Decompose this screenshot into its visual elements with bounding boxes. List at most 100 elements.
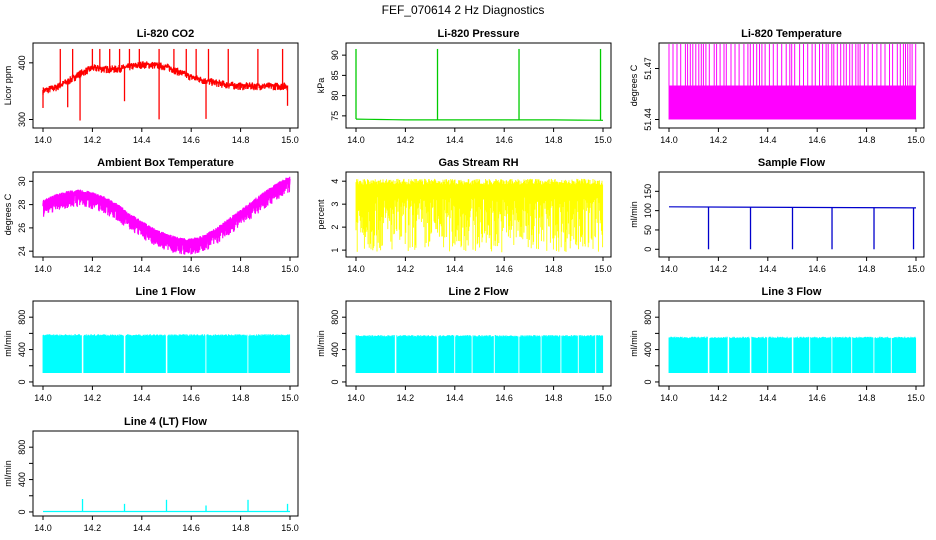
x-tick-label: 14.0 [347, 393, 365, 403]
y-tick-label: 85 [330, 70, 340, 80]
x-tick-label: 14.0 [660, 393, 678, 403]
y-axis-label: ml/min [629, 201, 639, 228]
data-band [668, 336, 917, 373]
x-tick-label: 14.2 [397, 135, 415, 145]
y-tick-label: 150 [643, 184, 653, 199]
y-tick-label: 0 [17, 509, 27, 514]
x-tick-label: 14.0 [660, 135, 678, 145]
plot-frame [658, 171, 925, 258]
chart-panel-8: Line 2 Flow 14.0 14.2 14.4 14.6 14.8 15.0 0 400 8… [316, 286, 612, 403]
x-tick-label: 15.0 [594, 135, 612, 145]
data-line [42, 176, 291, 255]
y-tick-label: 80 [330, 91, 340, 101]
figure-title: FEF_070614 2 Hz Diagnostics [382, 3, 545, 17]
x-tick-label: 15.0 [594, 264, 612, 274]
x-tick-label: 14.6 [808, 264, 826, 274]
x-tick-label: 14.6 [182, 264, 200, 274]
y-tick-label: 400 [17, 472, 27, 487]
x-tick-label: 14.8 [232, 393, 250, 403]
x-tick-label: 15.0 [907, 393, 925, 403]
x-tick-label: 14.2 [84, 523, 102, 533]
x-tick-label: 15.0 [281, 264, 299, 274]
chart-panel-5: Gas Stream RH 14.0 14.2 14.4 14.6 14.8 15.0 1 2 3… [316, 157, 612, 274]
y-tick-label: 400 [17, 55, 27, 70]
y-tick-label: 1 [330, 248, 340, 253]
chart-title: Li-820 CO2 [137, 28, 194, 40]
x-tick-label: 14.6 [808, 393, 826, 403]
y-tick-label: 800 [17, 310, 27, 325]
data-band [42, 334, 291, 373]
x-tick-label: 14.0 [347, 135, 365, 145]
x-tick-label: 14.4 [446, 135, 464, 145]
chart-panel-9: Line 3 Flow 14.0 14.2 14.4 14.6 14.8 15.0 0 400 8… [629, 286, 925, 403]
x-tick-label: 15.0 [907, 264, 925, 274]
y-axis-label: Licor ppm [3, 66, 13, 106]
y-axis-label: ml/min [316, 330, 326, 357]
y-tick-label: 90 [330, 50, 340, 60]
data-spikes [668, 44, 917, 86]
y-tick-label: 300 [17, 112, 27, 127]
y-tick-label: 0 [17, 379, 27, 384]
x-tick-label: 15.0 [594, 393, 612, 403]
y-tick-label: 800 [17, 440, 27, 455]
x-tick-label: 14.2 [710, 135, 728, 145]
x-tick-label: 14.4 [133, 135, 151, 145]
x-tick-label: 14.0 [347, 264, 365, 274]
chart-title: Ambient Box Temperature [97, 157, 234, 169]
x-tick-label: 14.4 [446, 264, 464, 274]
y-tick-label: 2 [330, 225, 340, 230]
x-tick-label: 14.2 [397, 393, 415, 403]
y-tick-label: 51.44 [643, 108, 653, 131]
x-tick-label: 14.6 [182, 135, 200, 145]
chart-panel-1: Li-820 CO2 14.0 14.2 14.4 14.6 14.8 15.0 300 400… [3, 28, 299, 145]
y-axis-label: percent [316, 199, 326, 230]
x-tick-label: 14.4 [133, 523, 151, 533]
y-tick-label: 26 [17, 223, 27, 233]
plot-frame [32, 430, 299, 517]
x-tick-label: 14.6 [495, 393, 513, 403]
x-tick-label: 14.6 [808, 135, 826, 145]
x-tick-label: 14.4 [759, 135, 777, 145]
y-axis-label: degrees C [629, 64, 639, 106]
y-tick-label: 51.47 [643, 57, 653, 80]
y-tick-label: 800 [330, 310, 340, 325]
data-band [355, 335, 604, 373]
x-tick-label: 14.2 [710, 264, 728, 274]
chart-title: Line 4 (LT) Flow [124, 416, 207, 428]
chart-title: Line 3 Flow [762, 286, 822, 298]
chart-panel-4: Ambient Box Temperature 14.0 14.2 14.4 14.6 1… [3, 157, 299, 274]
y-tick-label: 0 [330, 379, 340, 384]
chart-title: Li-820 Temperature [741, 28, 842, 40]
data-line [42, 61, 289, 95]
chart-panel-10: Line 4 (LT) Flow 14.0 14.2 14.4 14.6 14.8 15.0… [3, 416, 299, 533]
x-tick-label: 14.6 [182, 523, 200, 533]
x-tick-label: 14.0 [660, 264, 678, 274]
x-tick-label: 14.2 [397, 264, 415, 274]
chart-title: Line 2 Flow [449, 286, 509, 298]
x-tick-label: 14.4 [133, 393, 151, 403]
chart-panel-6: Sample Flow 14.0 14.2 14.4 14.6 14.8 15.0 0 50 10… [629, 157, 925, 274]
y-tick-label: 50 [643, 225, 653, 235]
y-tick-label: 100 [643, 203, 653, 218]
x-tick-label: 14.8 [858, 393, 876, 403]
y-tick-label: 400 [330, 342, 340, 357]
x-tick-label: 14.8 [545, 135, 563, 145]
x-tick-label: 15.0 [281, 393, 299, 403]
y-axis-label: degrees C [3, 193, 13, 235]
x-tick-label: 14.0 [34, 393, 52, 403]
x-tick-label: 14.4 [759, 264, 777, 274]
x-tick-label: 14.2 [84, 393, 102, 403]
y-tick-label: 4 [330, 179, 340, 184]
y-tick-label: 800 [643, 310, 653, 325]
y-axis-label: ml/min [629, 330, 639, 357]
x-tick-label: 14.4 [133, 264, 151, 274]
data-line [355, 118, 604, 121]
x-tick-label: 14.0 [34, 264, 52, 274]
x-tick-label: 15.0 [907, 135, 925, 145]
chart-title: Sample Flow [758, 157, 826, 169]
chart-panel-3: Li-820 Temperature 14.0 14.2 14.4 14.6 14.8 15… [629, 28, 925, 145]
x-tick-label: 14.8 [232, 523, 250, 533]
x-tick-label: 14.0 [34, 135, 52, 145]
x-tick-label: 14.8 [858, 135, 876, 145]
